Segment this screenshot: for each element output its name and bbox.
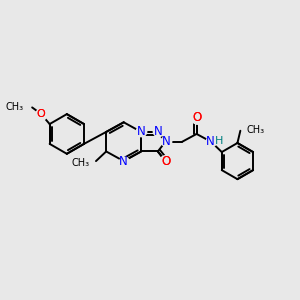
Text: O: O (192, 111, 201, 124)
Text: O: O (192, 111, 201, 124)
Text: CH₃: CH₃ (6, 102, 24, 112)
Text: N: N (137, 125, 146, 138)
Text: O: O (37, 109, 45, 119)
Text: O: O (161, 155, 171, 168)
Text: N: N (206, 135, 215, 148)
Text: CH₃: CH₃ (71, 158, 90, 167)
Text: O: O (161, 155, 171, 168)
Text: N: N (162, 135, 171, 148)
Text: N: N (119, 155, 128, 169)
Text: CH₃: CH₃ (247, 125, 265, 135)
Text: N: N (153, 125, 162, 138)
Text: H: H (215, 136, 224, 146)
Text: O: O (37, 109, 45, 119)
